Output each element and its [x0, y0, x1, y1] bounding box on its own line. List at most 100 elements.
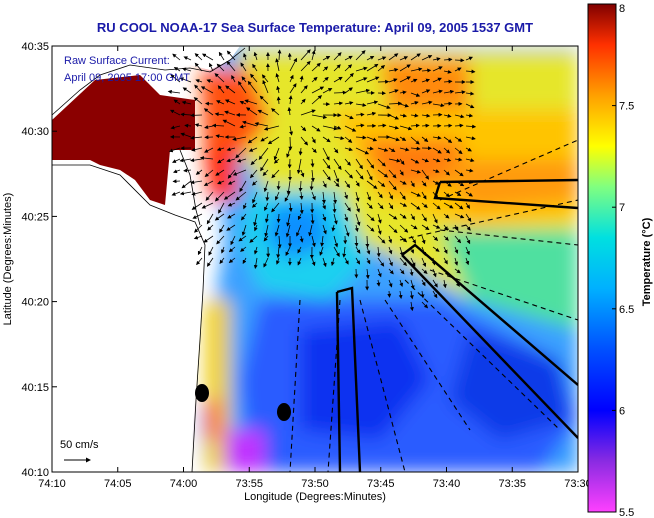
current-vector: [333, 76, 343, 83]
current-vector: [355, 191, 360, 202]
current-vector: [311, 136, 316, 144]
current-vector: [299, 235, 304, 243]
current-vector: [215, 169, 225, 176]
current-vector: [454, 202, 464, 210]
current-vector: [365, 235, 370, 248]
current-vector: [432, 213, 438, 224]
current-vector: [181, 180, 192, 189]
y-tick-label: 40:20: [21, 297, 49, 309]
current-vector: [465, 147, 472, 152]
current-vector: [388, 246, 393, 255]
current-vector: [227, 202, 236, 207]
current-vector: [421, 301, 429, 309]
current-vector: [377, 147, 389, 152]
current-vector: [432, 103, 445, 108]
current-vector: [410, 53, 421, 61]
current-vector: [226, 158, 236, 163]
x-tick-label: 74:10: [38, 478, 66, 490]
current-vector: [443, 257, 448, 265]
current-vector: [251, 202, 258, 208]
current-vector: [247, 80, 258, 94]
current-vector: [259, 95, 269, 105]
current-vector: [454, 157, 463, 162]
current-vector: [289, 74, 294, 83]
current-vector: [355, 180, 360, 187]
current-vector: [355, 135, 367, 140]
current-vector: [388, 67, 399, 72]
current-vector: [443, 113, 452, 118]
current-vector: [355, 213, 361, 227]
current-vector: [355, 66, 368, 72]
current-vector: [300, 169, 305, 178]
current-vector: [344, 136, 353, 143]
current-vector: [399, 125, 413, 131]
current-vector: [322, 88, 333, 94]
current-vector: [286, 180, 291, 195]
current-vector: [366, 246, 371, 255]
current-vector: [465, 224, 471, 231]
current-vector: [173, 99, 181, 105]
current-vector: [465, 91, 475, 96]
current-vector: [377, 213, 382, 224]
current-vector: [399, 113, 408, 118]
current-vector: [227, 180, 236, 185]
current-vector: [194, 62, 203, 72]
current-vector: [443, 101, 453, 106]
current-vector: [239, 180, 247, 193]
current-vector: [432, 66, 443, 72]
current-vector: [388, 224, 398, 234]
current-vector: [300, 109, 316, 116]
current-vector: [171, 191, 181, 196]
current-vector: [286, 147, 291, 158]
current-vector: [443, 202, 454, 209]
colorbar-tick-label: 5.5: [619, 507, 634, 518]
current-vector: [204, 169, 214, 178]
current-vector: [276, 180, 281, 191]
current-vector: [206, 213, 214, 225]
current-vector: [454, 246, 459, 254]
current-vector: [465, 202, 471, 209]
current-vector: [344, 101, 354, 105]
current-vector: [443, 89, 455, 94]
current-vector: [388, 89, 399, 94]
current-vector: [355, 202, 360, 213]
current-vector: [195, 169, 203, 175]
y-tick-label: 40:15: [21, 382, 49, 394]
current-vector: [190, 135, 203, 140]
current-vector: [432, 158, 441, 163]
current-vector: [333, 246, 340, 258]
current-vector: [217, 158, 225, 164]
current-vector: [254, 121, 269, 127]
current-vector: [226, 50, 236, 61]
current-vector: [421, 180, 427, 187]
current-vector: [409, 268, 414, 277]
current-vector: [410, 67, 423, 72]
current-vector: [388, 268, 394, 275]
current-vector: [288, 95, 293, 105]
current-vector: [410, 136, 420, 145]
current-vector: [201, 53, 214, 61]
current-vector: [432, 202, 441, 210]
current-vector: [344, 125, 357, 132]
current-vector: [366, 191, 371, 201]
current-vector: [344, 191, 349, 200]
current-vector: [443, 235, 449, 241]
colorbar-tick-label: 6.5: [619, 304, 634, 316]
colorbar-label: Temperature (°C): [641, 217, 653, 306]
current-vector: [261, 74, 269, 83]
current-vector: [454, 213, 465, 219]
current-vector: [295, 224, 302, 237]
current-vector: [310, 158, 315, 168]
current-vector: [254, 224, 258, 232]
current-vector: [193, 235, 203, 240]
current-vector: [421, 78, 430, 83]
current-vector: [355, 88, 371, 94]
current-vector: [388, 235, 393, 244]
current-vector: [311, 235, 316, 248]
current-vector: [465, 213, 472, 222]
current-vector: [443, 69, 452, 74]
current-vector: [388, 169, 397, 179]
current-vector: [432, 290, 438, 299]
current-vector: [344, 64, 353, 72]
current-vector: [216, 235, 225, 245]
